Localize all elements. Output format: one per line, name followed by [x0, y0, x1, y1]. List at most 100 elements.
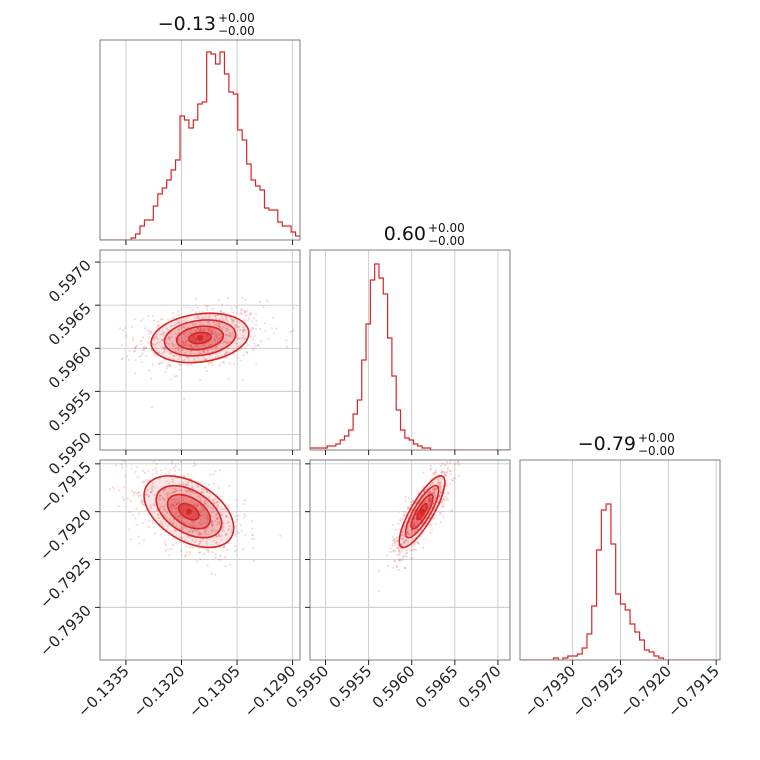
sample-point: [220, 507, 224, 511]
sample-point: [201, 491, 204, 494]
sample-point: [166, 493, 169, 496]
param-title-upper-0: +0.00: [218, 11, 255, 25]
sample-point: [175, 489, 178, 492]
sample-point: [177, 310, 180, 313]
sample-point: [224, 556, 227, 559]
sample-point: [173, 469, 177, 473]
sample-point: [452, 477, 456, 480]
sample-point: [426, 491, 430, 494]
sample-point: [168, 352, 171, 355]
sample-point: [146, 488, 149, 491]
sample-point: [170, 351, 173, 355]
sample-point: [403, 540, 406, 543]
sample-point: [134, 470, 137, 473]
sample-point: [158, 341, 162, 344]
sample-point: [176, 515, 180, 518]
sample-point: [443, 498, 447, 501]
sample-point: [239, 523, 242, 527]
sample-point: [189, 489, 192, 493]
sample-point: [141, 469, 145, 472]
sample-point: [219, 327, 222, 330]
sample-point: [405, 543, 409, 546]
sample-point: [403, 542, 406, 545]
sample-point: [173, 375, 176, 378]
sample-point: [148, 369, 151, 372]
sample-point: [164, 539, 167, 542]
sample-point: [142, 539, 146, 542]
sample-point: [137, 491, 140, 494]
sample-point: [401, 530, 404, 534]
sample-point: [440, 471, 443, 474]
sample-point: [187, 489, 191, 492]
sample-point: [440, 501, 443, 504]
sample-point: [191, 530, 195, 533]
sample-point: [185, 339, 188, 342]
sample-point: [190, 500, 193, 503]
sample-point: [153, 532, 157, 535]
sample-point: [207, 533, 210, 536]
sample-point: [243, 347, 247, 350]
sample-point: [173, 499, 176, 502]
sample-point: [259, 300, 262, 304]
sample-point: [439, 481, 442, 484]
sample-point: [429, 483, 432, 486]
sample-point: [198, 521, 201, 525]
sample-point: [414, 524, 417, 527]
sample-point: [200, 352, 203, 355]
sample-point: [185, 484, 188, 487]
sample-point: [190, 477, 193, 480]
sample-point: [136, 492, 139, 495]
sample-point: [140, 360, 143, 364]
sample-point: [446, 468, 450, 471]
sample-point: [411, 548, 415, 551]
sample-point: [403, 514, 406, 517]
sample-point: [205, 490, 209, 493]
sample-point: [252, 317, 256, 320]
sample-point: [208, 354, 211, 357]
sample-point: [187, 536, 190, 539]
sample-point: [236, 311, 239, 314]
sample-point: [218, 363, 221, 367]
sample-point: [404, 511, 408, 514]
sample-point: [210, 331, 213, 335]
sample-point: [215, 517, 219, 520]
sample-point: [402, 540, 405, 543]
sample-point: [190, 532, 193, 535]
sample-point: [126, 497, 129, 500]
sample-point: [151, 473, 154, 476]
sample-point: [191, 486, 194, 490]
panel-frame: [309, 459, 511, 661]
sample-point: [407, 528, 410, 531]
sample-point: [134, 517, 137, 520]
sample-point: [454, 477, 457, 480]
sample-point: [205, 519, 208, 522]
sample-point: [210, 348, 213, 351]
sample-point: [181, 536, 184, 540]
sample-point: [202, 515, 205, 518]
sample-point: [203, 366, 207, 369]
sample-point: [409, 557, 412, 560]
sample-point: [244, 311, 247, 314]
sample-point: [204, 327, 207, 330]
sample-point: [402, 555, 405, 558]
sample-point: [207, 316, 210, 319]
sample-point: [214, 334, 218, 337]
sample-point: [210, 519, 213, 523]
sample-point: [170, 502, 173, 505]
sample-point: [208, 344, 211, 347]
sample-point: [199, 533, 202, 536]
sample-point: [175, 542, 178, 545]
sample-point: [217, 355, 220, 358]
sample-point: [150, 487, 153, 491]
sample-point: [201, 350, 204, 353]
sample-point: [170, 547, 173, 550]
sample-point: [206, 549, 209, 552]
sample-point: [191, 546, 195, 550]
sample-point: [196, 344, 199, 347]
sample-point: [188, 332, 191, 335]
sample-point: [194, 505, 197, 508]
sample-point: [184, 487, 187, 491]
sample-point: [203, 532, 206, 535]
sample-point: [193, 524, 196, 527]
sample-point: [413, 547, 416, 551]
